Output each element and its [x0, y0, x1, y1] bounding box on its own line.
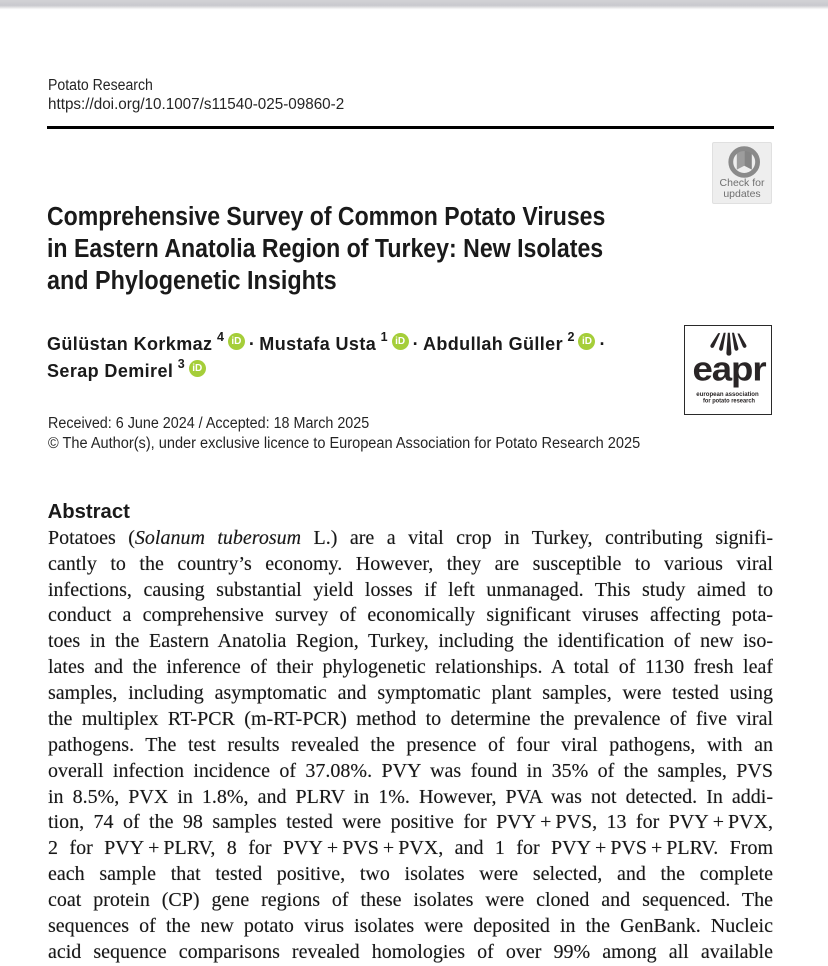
- svg-text:european association: european association: [696, 391, 758, 398]
- svg-text:for potato research: for potato research: [703, 398, 755, 405]
- svg-text:eapr: eapr: [693, 351, 767, 389]
